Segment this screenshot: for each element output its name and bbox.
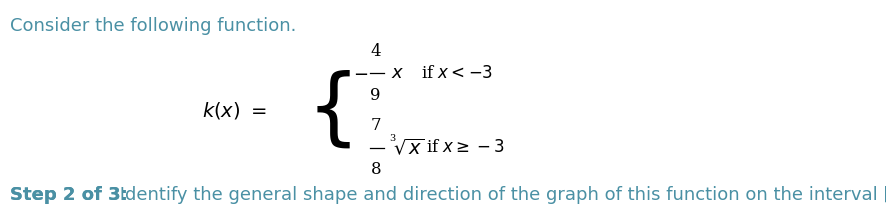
Text: $k(x)\ =$: $k(x)\ =$ <box>202 100 267 121</box>
Text: 8: 8 <box>370 161 381 178</box>
Text: $x$: $x$ <box>391 64 404 82</box>
Text: $-$: $-$ <box>353 64 368 82</box>
Text: 3: 3 <box>389 134 395 143</box>
Text: {: { <box>307 70 360 151</box>
Text: 9: 9 <box>370 87 380 104</box>
Text: Identify the general shape and direction of the graph of this function on the in: Identify the general shape and direction… <box>113 186 886 204</box>
Text: Consider the following function.: Consider the following function. <box>11 17 297 35</box>
Text: if $x < -3$: if $x < -3$ <box>421 65 493 82</box>
Text: $\sqrt[{}]{x}$: $\sqrt[{}]{x}$ <box>393 137 424 158</box>
Text: Step 2 of 3:: Step 2 of 3: <box>11 186 128 204</box>
Text: 4: 4 <box>370 43 381 60</box>
Text: Step 2 of 3:: Step 2 of 3: <box>11 186 128 204</box>
Text: 7: 7 <box>370 117 381 134</box>
Text: if $x \geq -3$: if $x \geq -3$ <box>425 139 504 156</box>
